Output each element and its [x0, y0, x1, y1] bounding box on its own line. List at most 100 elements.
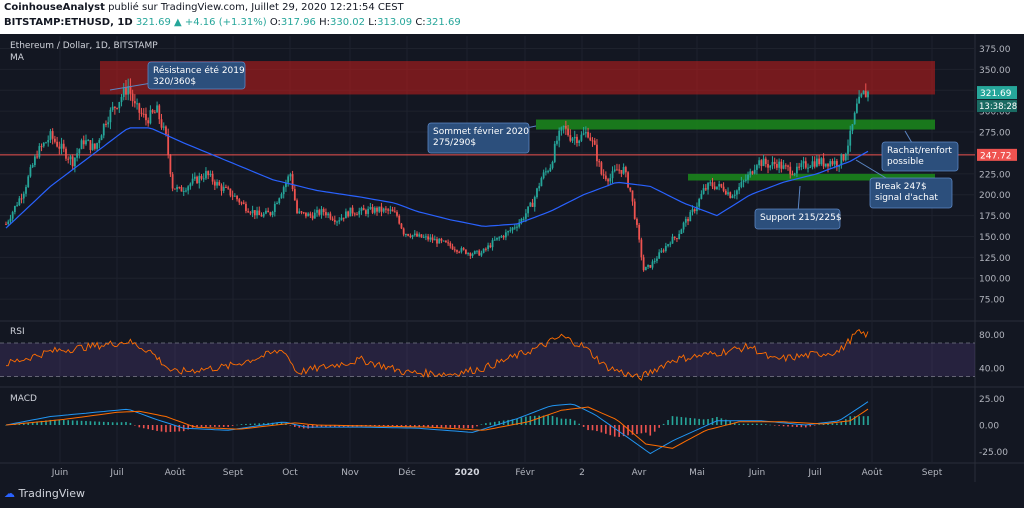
macd-histogram-bar	[702, 419, 705, 425]
candle-body	[429, 237, 432, 240]
candle-body	[338, 220, 341, 222]
candle-body	[780, 161, 783, 169]
candle-body	[345, 211, 347, 219]
macd-histogram-bar	[760, 423, 763, 425]
candle-body	[225, 186, 227, 188]
publisher-name[interactable]: CoinhouseAnalyst	[4, 2, 105, 13]
candle-body	[305, 212, 307, 217]
candle-body	[513, 227, 516, 229]
macd-histogram-bar	[693, 418, 696, 425]
candle-body	[142, 113, 145, 115]
macd-histogram-bar	[498, 421, 501, 425]
candle-body	[33, 156, 36, 166]
candle-body	[387, 209, 390, 211]
candle-body	[422, 236, 425, 238]
candle-body	[13, 206, 16, 213]
macd-histogram-bar	[27, 422, 30, 425]
candle-body	[105, 123, 107, 125]
candle-body	[371, 207, 374, 213]
candle-body	[333, 219, 336, 222]
macd-histogram-bar	[471, 425, 474, 429]
candle-body	[293, 189, 296, 201]
candle-body	[484, 248, 487, 250]
candle-body	[320, 209, 323, 215]
candle-body	[522, 218, 525, 220]
symbol[interactable]: BITSTAMP:ETHUSD, 1D	[4, 17, 133, 28]
candle-body	[758, 160, 761, 166]
y-tick-label: 275.00	[979, 129, 1011, 139]
macd-histogram-bar	[676, 416, 678, 425]
candle-body	[673, 236, 676, 239]
candle-body	[598, 161, 601, 163]
candle-body	[849, 130, 852, 146]
candle-body	[618, 169, 621, 171]
candle-body	[85, 140, 87, 145]
x-tick-label: 2020	[454, 468, 479, 478]
candle-body	[660, 250, 663, 253]
macd-histogram-bar	[538, 415, 540, 425]
candle-body	[609, 178, 612, 182]
x-tick-label: Août	[862, 468, 883, 478]
candle-body	[424, 236, 427, 238]
macd-histogram-bar	[245, 423, 247, 425]
close-label: C:	[415, 17, 426, 28]
candle-body	[129, 86, 132, 94]
candle-body	[811, 161, 814, 167]
candle-body	[273, 203, 276, 213]
rsi-tick-label: 40.00	[979, 365, 1005, 375]
candle-body	[722, 186, 725, 191]
tradingview-brand: TradingView	[18, 487, 85, 500]
candle-body	[11, 212, 14, 219]
candle-body	[262, 213, 265, 217]
tradingview-logo[interactable]: ☁ TradingView	[4, 487, 85, 500]
macd-histogram-bar	[600, 425, 603, 433]
open-value: 317.96	[280, 17, 316, 28]
candle-body	[62, 143, 65, 149]
candle-body	[782, 165, 785, 169]
macd-histogram-bar	[573, 420, 576, 425]
candle-body	[113, 106, 116, 108]
candle-body	[631, 190, 634, 202]
macd-histogram-bar	[791, 425, 794, 427]
macd-histogram-bar	[605, 425, 607, 434]
macd-histogram-bar	[320, 425, 323, 428]
candle-body	[556, 140, 558, 144]
macd-histogram-bar	[729, 421, 732, 425]
candle-body	[571, 138, 574, 141]
candle-body	[840, 154, 843, 166]
candle-body	[747, 174, 749, 180]
candle-body	[413, 233, 416, 236]
candle-body	[111, 106, 114, 110]
candle-body	[716, 186, 718, 190]
annotation-text: Break 247$	[875, 182, 927, 192]
macd-histogram-bar	[294, 425, 296, 427]
rsi-tick-label: 80.00	[979, 331, 1005, 341]
candle-body	[253, 210, 256, 216]
candle-body	[136, 103, 138, 105]
macd-histogram-bar	[156, 425, 158, 431]
candle-body	[684, 218, 687, 223]
low-label: L:	[368, 17, 378, 28]
candle-body	[300, 211, 303, 213]
candle-body	[109, 109, 112, 123]
candle-body	[576, 136, 578, 144]
candle-body	[729, 192, 732, 198]
candle-body	[245, 203, 247, 212]
macd-histogram-bar	[689, 417, 692, 425]
candle-body	[211, 173, 214, 182]
candle-body	[165, 126, 167, 135]
candle-body	[127, 86, 130, 95]
candle-body	[116, 107, 118, 109]
candle-body	[471, 253, 474, 256]
candle-body	[436, 239, 438, 244]
candle-body	[862, 90, 865, 95]
candle-body	[42, 142, 45, 147]
macd-histogram-bar	[547, 415, 549, 425]
macd-histogram-bar	[645, 425, 647, 433]
candle-body	[824, 163, 827, 167]
macd-histogram-bar	[649, 425, 652, 436]
candle-body	[369, 207, 372, 209]
macd-histogram-bar	[653, 425, 656, 432]
candle-body	[396, 212, 398, 216]
